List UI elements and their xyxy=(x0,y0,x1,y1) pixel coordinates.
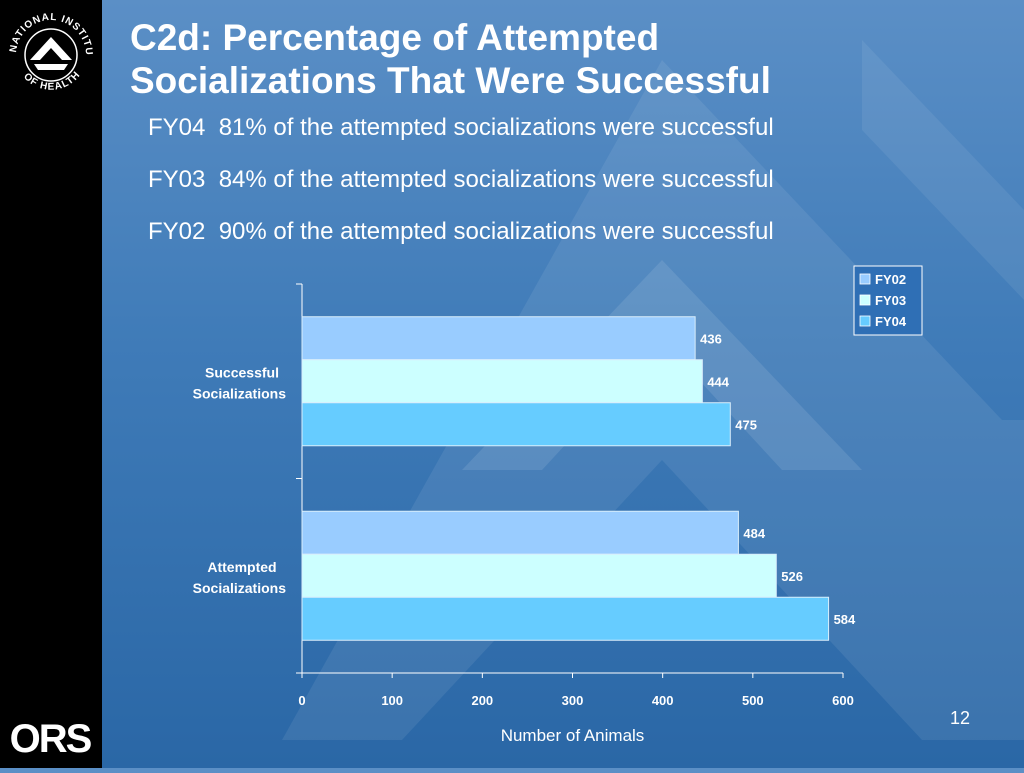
legend-swatch-fy02 xyxy=(859,273,871,285)
nih-seal-logo: NATIONAL INSTITUTES OF HEALTH xyxy=(0,0,93,93)
x-axis-label: Number of Animals xyxy=(501,726,645,745)
sidebar-graphics: NATIONAL INSTITUTES OF HEALTH ORS xyxy=(0,0,94,761)
sidebar: NATIONAL INSTITUTES OF HEALTH ORS xyxy=(0,0,102,768)
bar-fy04 xyxy=(301,402,731,447)
summary-line-fy03: FY03 84% of the attempted socializations… xyxy=(148,166,774,193)
title-line-1: C2d: Percentage of Attempted xyxy=(130,17,660,58)
bar-fy02 xyxy=(301,510,739,555)
x-tick-label: 200 xyxy=(471,693,493,708)
bar-fy04 xyxy=(301,596,830,641)
legend-swatch-fy03 xyxy=(859,294,871,306)
legend-label-fy04: FY04 xyxy=(875,314,907,329)
legend-label-fy02: FY02 xyxy=(875,272,906,287)
bar-fy03 xyxy=(301,553,777,598)
category-label: Successful Socializations xyxy=(193,364,287,401)
x-tick-label: 0 xyxy=(298,693,305,708)
legend-swatch-fy04 xyxy=(859,315,871,327)
x-tick-label: 300 xyxy=(562,693,584,708)
data-label: 444 xyxy=(707,374,729,389)
x-tick-label: 500 xyxy=(742,693,764,708)
bar-chart: 0 100 200 300 400 500 600 Successful Socializati… xyxy=(193,265,923,745)
summary-line-fy04: FY04 81% of the attempted socializations… xyxy=(148,114,774,141)
data-label: 484 xyxy=(743,526,765,541)
x-tick-label: 100 xyxy=(381,693,403,708)
bar-fy03 xyxy=(301,359,703,404)
legend-label-fy03: FY03 xyxy=(875,293,906,308)
slide-number: 12 xyxy=(949,708,970,728)
summary-line-fy02: FY02 90% of the attempted socializations… xyxy=(148,218,774,245)
data-label: 526 xyxy=(781,569,803,584)
data-label: 584 xyxy=(834,612,856,627)
ors-logo: ORS xyxy=(10,717,92,761)
title-line-2: Socializations That Were Successful xyxy=(130,60,771,101)
data-label: 475 xyxy=(735,417,757,432)
slide-title: C2d: Percentage of Attempted Socializati… xyxy=(130,16,890,102)
bar-fy02 xyxy=(301,316,696,361)
x-tick-label: 600 xyxy=(832,693,854,708)
data-label: 436 xyxy=(700,331,722,346)
x-tick-label: 400 xyxy=(652,693,674,708)
category-label: Attempted Socializations xyxy=(193,559,287,596)
summary-text: FY04 81% of the attempted socializations… xyxy=(148,115,774,271)
